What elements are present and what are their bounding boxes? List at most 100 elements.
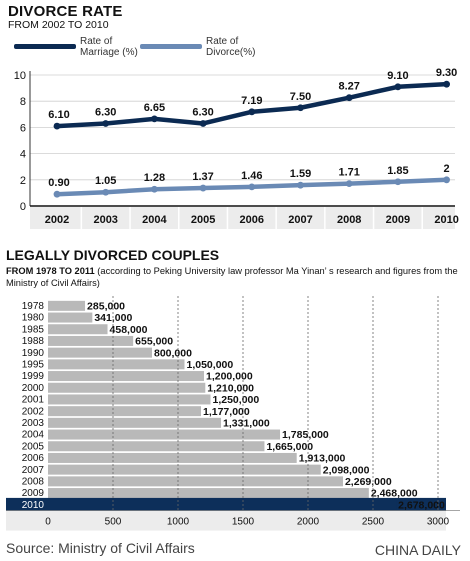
divorce-count-bar — [48, 476, 343, 487]
marriage-rate-point — [53, 122, 61, 130]
bar-value-label: 341,000 — [94, 312, 132, 324]
bar-category-label: 2004 — [22, 430, 45, 441]
marriage-rate-point — [443, 80, 450, 88]
legend-divorce-swatch — [140, 44, 202, 49]
chart2-subtitle-range: FROM 1978 TO 2011 — [6, 266, 95, 276]
chart2-title: LEGALLY DIVORCED COUPLES — [6, 247, 220, 263]
marriage-rate-label: 8.27 — [338, 81, 359, 93]
bar-category-label: 2003 — [22, 418, 45, 429]
marriage-rate-label: 6.30 — [192, 106, 213, 118]
divorce-count-bar — [48, 406, 202, 417]
line-ytick-label: 0 — [20, 201, 26, 213]
divorce-rate-label: 1.71 — [338, 167, 359, 179]
publisher-credit: CHINA DAILY — [374, 542, 461, 558]
bar-value-label: 800,000 — [154, 347, 192, 359]
line-ytick-label: 4 — [20, 149, 26, 161]
bar-category-label: 1980 — [22, 313, 45, 324]
line-ytick-label: 8 — [20, 96, 26, 108]
bar-category-label: 1988 — [22, 336, 45, 347]
bar-category-label: 2008 — [22, 477, 45, 488]
marriage-rate-point — [199, 120, 207, 127]
divorce-rate-point — [443, 176, 450, 184]
chart1-title: DIVORCE RATE — [8, 3, 123, 20]
divorce-rate-point — [151, 185, 158, 193]
divorce-count-bar — [48, 417, 222, 428]
source-note: Source: Ministry of Civil Affairs — [6, 540, 195, 556]
x-axis-band — [30, 207, 455, 229]
bar-category-label: 2000 — [22, 383, 45, 394]
bar-value-label: 1,913,000 — [299, 453, 346, 465]
divorce-count-bar — [48, 441, 265, 452]
divorce-rate-label: 1.05 — [95, 175, 116, 187]
divorce-rate-point — [297, 181, 304, 189]
chart2-subtitle: FROM 1978 TO 2011 (according to Peking U… — [6, 265, 461, 289]
bar-value-label: 2,098,000 — [323, 464, 370, 476]
divorce-count-bar — [48, 312, 93, 323]
bar-category-label: 1999 — [22, 371, 45, 382]
bar-category-label: 2007 — [22, 465, 45, 476]
divorce-rate-label: 1.46 — [241, 170, 262, 182]
divorce-count-bar — [48, 499, 397, 510]
bar-value-label: 1,177,000 — [203, 406, 250, 418]
legend-marriage-swatch — [14, 44, 76, 49]
divorce-rate-point — [102, 188, 110, 196]
divorce-count-bar — [48, 452, 297, 463]
chart1-subtitle: FROM 2002 TO 2010 — [8, 19, 109, 31]
bar-category-label: 2010 — [22, 500, 45, 511]
bar-value-label: 1,200,000 — [206, 371, 253, 383]
marriage-rate-point — [248, 108, 256, 116]
bar-xtick-label: 3000 — [427, 517, 450, 528]
bar-value-label: 2,269,000 — [345, 476, 392, 488]
divorce-rate-label: 1.85 — [387, 165, 408, 177]
marriage-rate-point — [345, 94, 353, 102]
line-xtick-label: 2003 — [93, 214, 117, 226]
divorce-rate-label: 1.37 — [192, 171, 213, 183]
bar-category-label: 2005 — [22, 441, 45, 452]
divorce-rate-label: 2 — [444, 163, 450, 175]
divorce-rate-point — [248, 183, 256, 191]
marriage-rate-label: 9.10 — [387, 70, 408, 82]
bar-value-label: 2,678,000 — [398, 499, 445, 511]
marriage-rate-point — [102, 120, 110, 127]
line-xtick-label: 2008 — [337, 214, 361, 226]
line-ytick-label: 2 — [20, 175, 26, 187]
bar-xtick-label: 2000 — [297, 517, 320, 528]
marriage-rate-label: 6.30 — [95, 106, 116, 118]
line-xtick-label: 2004 — [142, 214, 167, 226]
divorce-count-bar — [48, 347, 152, 358]
bar-category-label: 2009 — [22, 488, 45, 499]
divorce-rate-label: 0.90 — [48, 177, 69, 189]
divorce-count-bar — [48, 464, 321, 475]
marriage-rate-label: 7.50 — [290, 91, 311, 103]
bar-category-label: 2001 — [22, 395, 45, 406]
divorce-count-bar — [48, 371, 204, 382]
bar-category-label: 1985 — [22, 324, 45, 335]
bar-xtick-label: 2500 — [362, 517, 385, 528]
divorce-count-bar — [48, 382, 206, 393]
line-xtick-label: 2009 — [386, 214, 410, 226]
marriage-rate-point — [394, 83, 402, 91]
marriage-rate-label: 9.30 — [436, 67, 457, 79]
bar-value-label: 1,250,000 — [213, 394, 260, 406]
line-xtick-label: 2005 — [191, 214, 215, 226]
bar-value-label: 1,331,000 — [223, 418, 270, 430]
bar-xtick-label: 1000 — [167, 517, 190, 528]
line-xtick-label: 2010 — [434, 214, 458, 226]
divorce-rate-point — [345, 180, 353, 187]
bar-value-label: 458,000 — [110, 324, 148, 336]
bar-xtick-label: 0 — [45, 517, 51, 528]
line-xtick-label: 2007 — [288, 214, 312, 226]
bar-value-label: 1,050,000 — [187, 359, 234, 371]
divorce-rate-point — [199, 184, 207, 192]
divorce-count-bar — [48, 488, 369, 499]
chart2-subtitle-note: (according to Peking University law prof… — [6, 266, 458, 288]
line-xtick-label: 2002 — [45, 214, 69, 226]
marriage-rate-point — [151, 115, 158, 123]
bar-value-label: 285,000 — [87, 301, 125, 313]
divorce-rate-label: 1.28 — [144, 172, 165, 184]
marriage-rate-label: 6.10 — [48, 109, 69, 121]
bar-category-label: 2002 — [22, 406, 45, 417]
divorce-rate-point — [394, 178, 402, 186]
marriage-rate-label: 7.19 — [241, 95, 262, 107]
